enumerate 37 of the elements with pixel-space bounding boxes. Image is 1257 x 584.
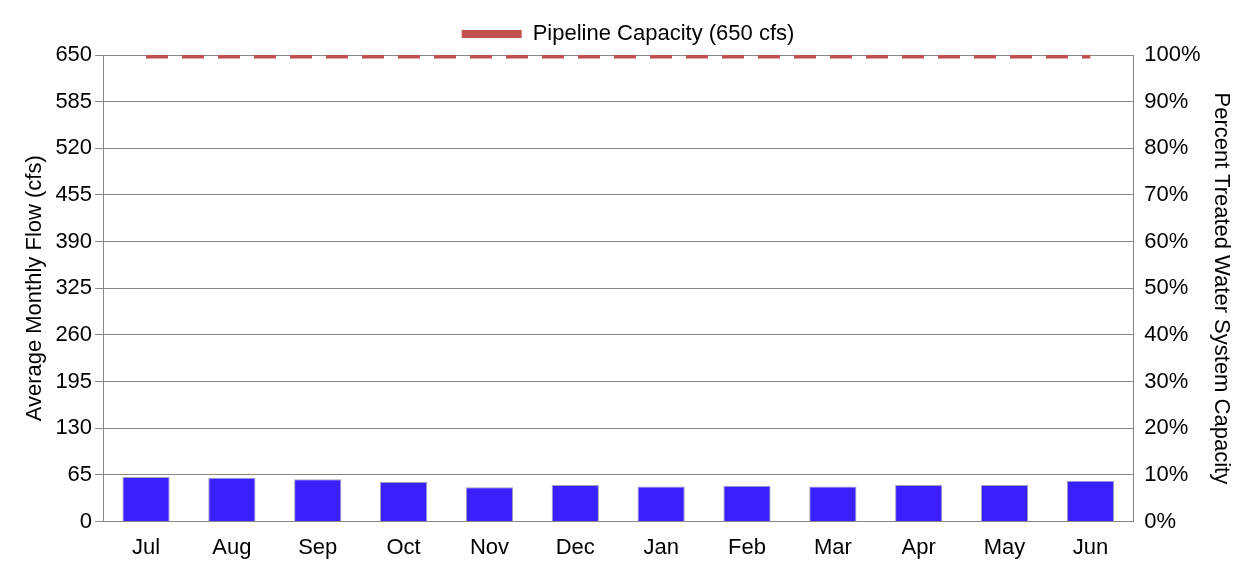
x-tick-label: Sep [298, 533, 338, 559]
y2-tick-label: 80% [1144, 134, 1189, 160]
y-tick-label: 325 [55, 274, 93, 300]
x-tick-label: Dec [555, 533, 595, 559]
y2-tick-label: 50% [1144, 274, 1189, 300]
x-tick-label: Oct [386, 533, 421, 559]
y-tick-label: 195 [55, 367, 93, 393]
x-tick-label: May [983, 533, 1026, 559]
x-tick-label: Nov [469, 533, 509, 559]
y-tick-label: 65 [67, 461, 93, 486]
y2-axis-title: Percent Treated Water System Capacity [1209, 92, 1235, 485]
y-tick-label: 130 [55, 414, 93, 440]
y-tick-label: 585 [55, 87, 93, 113]
y2-tick-label: 40% [1144, 321, 1189, 347]
y2-tick-label: 70% [1144, 181, 1189, 207]
y2-tick-label: 100% [1144, 41, 1201, 67]
y2-tick-label: 30% [1144, 367, 1189, 393]
y2-tick-label: 10% [1144, 461, 1189, 486]
legend-label: Pipeline Capacity (650 cfs) [532, 20, 795, 46]
y2-tick-label: 60% [1144, 227, 1189, 253]
x-tick-label: Mar [813, 533, 852, 559]
x-tick-label: Aug [212, 533, 252, 559]
y2-tick-label: 0% [1144, 507, 1177, 533]
y-tick-label: 390 [55, 227, 93, 253]
y-tick-label: 0 [79, 507, 93, 533]
y2-tick-label: 20% [1144, 414, 1189, 440]
x-tick-label: Feb [728, 533, 766, 559]
x-tick-label: Jul [131, 533, 161, 559]
x-tick-label: Apr [901, 533, 936, 559]
y-axis-title: Average Monthly Flow (cfs) [21, 155, 47, 422]
y-tick-label: 520 [55, 134, 93, 160]
y-tick-label: 260 [55, 321, 93, 347]
y2-tick-label: 90% [1144, 87, 1189, 113]
x-tick-label: Jun [1072, 533, 1109, 559]
x-tick-label: Jan [643, 533, 679, 559]
y-tick-label: 455 [55, 181, 93, 207]
y-tick-label: 650 [55, 41, 93, 67]
